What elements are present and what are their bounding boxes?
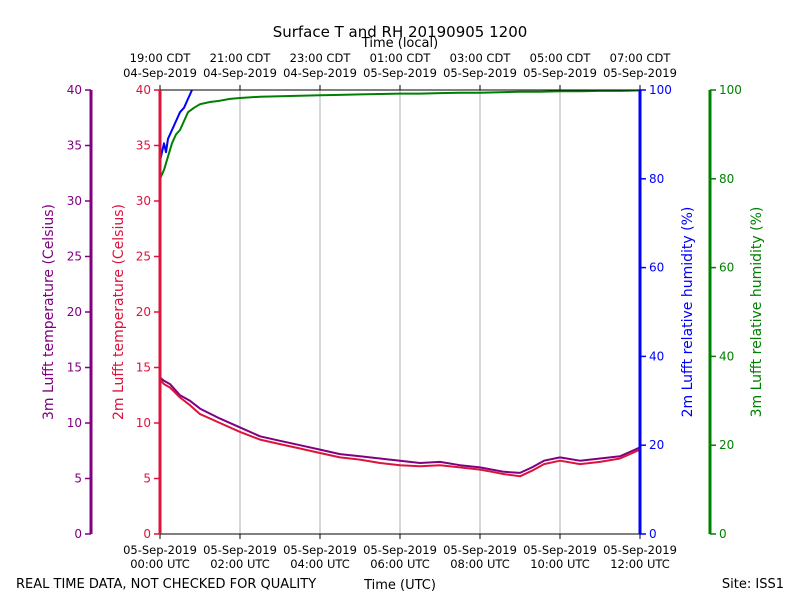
x-tick-date: 05-Sep-2019 (523, 543, 597, 557)
y-tick-label-t3: 40 (67, 83, 82, 97)
y-tick-label-t3: 15 (67, 361, 82, 375)
y-tick-label-t3: 35 (67, 139, 82, 153)
x-tick-time: 08:00 UTC (450, 557, 510, 571)
y-tick-label-rh3: 40 (719, 349, 734, 363)
top-tick-date: 04-Sep-2019 (283, 66, 357, 80)
y-tick-label-rh3: 0 (719, 527, 727, 541)
x-tick-time: 12:00 UTC (610, 557, 670, 571)
series-line-t3 (159, 376, 641, 474)
x-tick-time: 06:00 UTC (370, 557, 430, 571)
top-tick-time: 03:00 CDT (450, 51, 512, 65)
y-tick-label-t3: 10 (67, 416, 82, 430)
x-tick-date: 05-Sep-2019 (123, 543, 197, 557)
top-tick-date: 05-Sep-2019 (443, 66, 517, 80)
y-tick-label-t2: 20 (136, 305, 151, 319)
x-tick-date: 05-Sep-2019 (443, 543, 517, 557)
x-tick-date: 05-Sep-2019 (283, 543, 357, 557)
top-tick-date: 05-Sep-2019 (523, 66, 597, 80)
top-tick-time: 23:00 CDT (290, 51, 352, 65)
y-axis-label-t2: 2m Lufft temperature (Celsius) (111, 204, 127, 420)
top-tick-time: 21:00 CDT (210, 51, 272, 65)
grid (239, 90, 561, 534)
x-tick-time: 02:00 UTC (210, 557, 270, 571)
chart-title: Surface T and RH 20190905 1200 (273, 23, 528, 41)
y-axis-label-t3: 3m Lufft temperature (Celsius) (41, 204, 57, 420)
y-tick-label-t2: 25 (136, 250, 151, 264)
y-tick-label-t2: 0 (143, 527, 151, 541)
y-tick-label-t2: 30 (136, 194, 151, 208)
top-tick-date: 04-Sep-2019 (203, 66, 277, 80)
x-tick-time: 04:00 UTC (290, 557, 350, 571)
y-tick-label-t3: 20 (67, 305, 82, 319)
y-tick-label-t3: 25 (67, 250, 82, 264)
x-tick-date: 05-Sep-2019 (203, 543, 277, 557)
series-layer (159, 89, 641, 478)
footer-quality-note: REAL TIME DATA, NOT CHECKED FOR QUALITY (16, 577, 316, 592)
y-axis-label-rh3: 3m Lufft relative humidity (%) (749, 207, 765, 418)
y-tick-label-t2: 5 (143, 472, 151, 486)
top-tick-date: 05-Sep-2019 (603, 66, 677, 80)
y-tick-label-t2: 40 (136, 83, 151, 97)
footer-site: Site: ISS1 (722, 577, 784, 592)
top-tick-time: 05:00 CDT (530, 51, 592, 65)
y-tick-label-rh2: 60 (649, 261, 664, 275)
y-axis-label-rh2: 2m Lufft relative humidity (%) (680, 207, 696, 418)
top-tick-date: 04-Sep-2019 (123, 66, 197, 80)
x-tick-date: 05-Sep-2019 (363, 543, 437, 557)
x-axis-label: Time (UTC) (363, 578, 436, 593)
y-tick-label-t2: 15 (136, 361, 151, 375)
x-tick-time: 00:00 UTC (130, 557, 190, 571)
top-tick-time: 01:00 CDT (370, 51, 432, 65)
y-tick-label-rh2: 20 (649, 438, 664, 452)
y-tick-label-t2: 10 (136, 416, 151, 430)
top-tick-time: 07:00 CDT (610, 51, 672, 65)
x-tick-time: 10:00 UTC (530, 557, 590, 571)
y-tick-label-t3: 5 (74, 472, 82, 486)
x-tick-date: 05-Sep-2019 (603, 543, 677, 557)
value-axes: 0 5 10 15 20 25 30 35 40 3m Lufft temperature (Ce… (41, 83, 765, 541)
y-tick-label-rh3: 80 (719, 172, 734, 186)
series-line-rh2 (159, 89, 193, 162)
y-tick-label-rh2: 80 (649, 172, 664, 186)
y-tick-label-rh3: 100 (719, 83, 742, 97)
y-tick-label-rh2: 100 (649, 83, 672, 97)
y-tick-label-t2: 35 (136, 139, 151, 153)
y-tick-label-t3: 0 (74, 527, 82, 541)
top-axis-label: Time (local) (361, 36, 438, 51)
y-tick-label-rh2: 0 (649, 527, 657, 541)
y-tick-label-rh3: 60 (719, 261, 734, 275)
top-tick-time: 19:00 CDT (130, 51, 192, 65)
top-tick-date: 05-Sep-2019 (363, 66, 437, 80)
y-tick-label-rh3: 20 (719, 438, 734, 452)
y-tick-label-rh2: 40 (649, 349, 664, 363)
series-line-t2 (159, 379, 641, 478)
y-tick-label-t3: 30 (67, 194, 82, 208)
series-line-rh3 (159, 89, 641, 180)
